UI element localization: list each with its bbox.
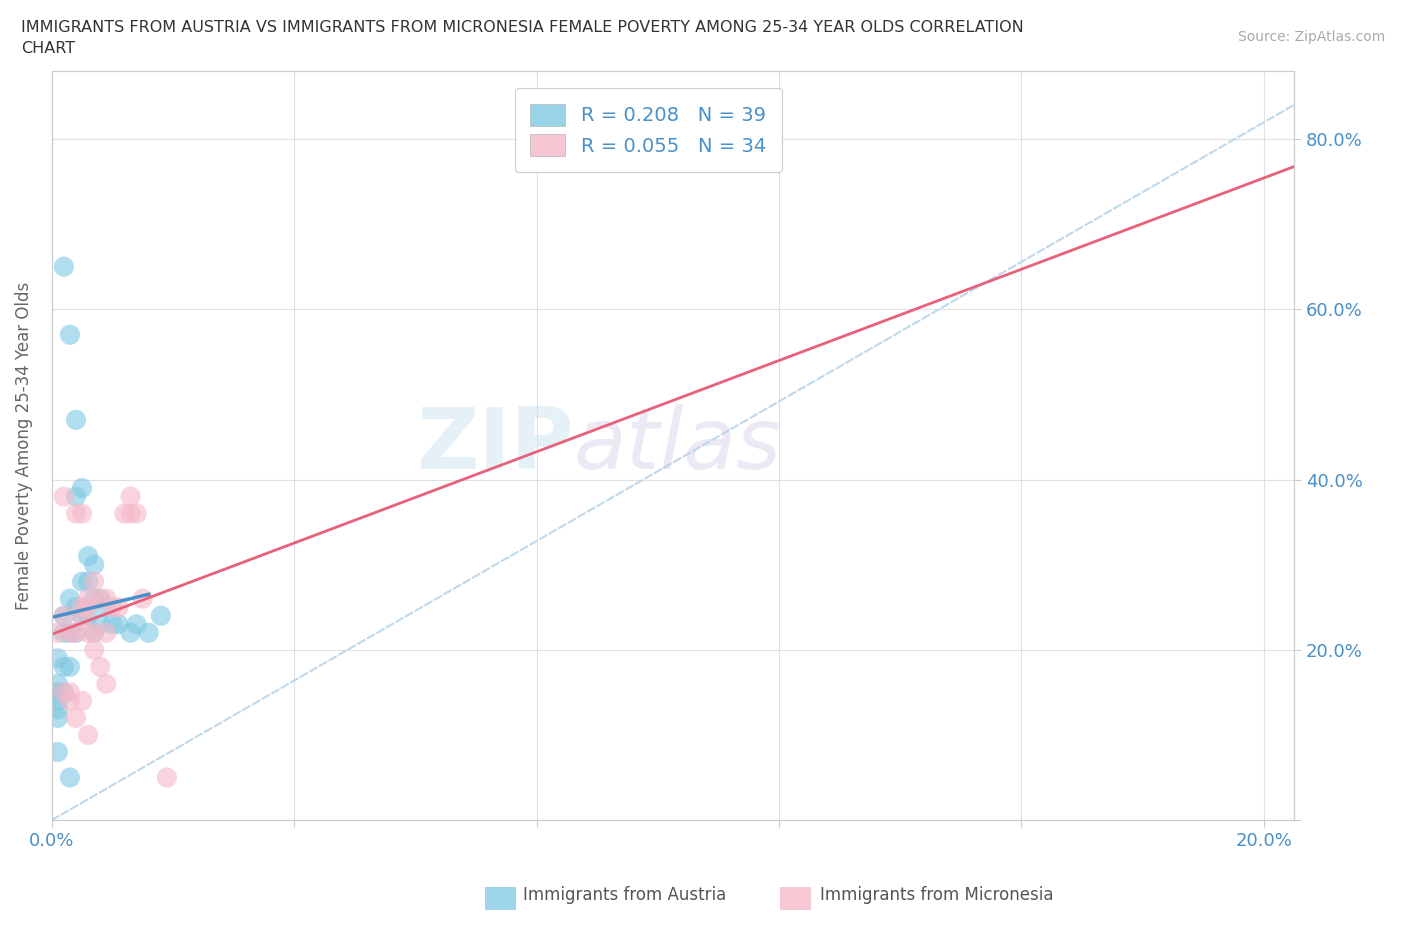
Point — [52, 625, 75, 640]
Point — [46, 625, 69, 640]
Point — [70, 608, 93, 623]
Point — [65, 413, 87, 428]
Point — [101, 600, 124, 615]
Point — [52, 659, 75, 674]
Point — [96, 591, 118, 606]
Point — [52, 608, 75, 623]
Point — [156, 770, 179, 785]
Point — [125, 506, 148, 521]
Point — [46, 684, 69, 699]
Point — [46, 651, 69, 666]
Point — [83, 574, 105, 589]
Point — [96, 600, 118, 615]
Point — [59, 625, 82, 640]
Point — [77, 608, 100, 623]
Point — [96, 625, 118, 640]
Point — [59, 659, 82, 674]
Point — [65, 625, 87, 640]
Point — [65, 625, 87, 640]
Point — [70, 600, 93, 615]
Point — [89, 591, 111, 606]
Point — [120, 489, 142, 504]
Point — [65, 600, 87, 615]
Point — [52, 684, 75, 699]
Point — [65, 506, 87, 521]
Point — [138, 625, 160, 640]
Text: IMMIGRANTS FROM AUSTRIA VS IMMIGRANTS FROM MICRONESIA FEMALE POVERTY AMONG 25-34: IMMIGRANTS FROM AUSTRIA VS IMMIGRANTS FR… — [21, 20, 1024, 35]
Y-axis label: Female Poverty Among 25-34 Year Olds: Female Poverty Among 25-34 Year Olds — [15, 281, 32, 609]
Point — [46, 676, 69, 691]
Point — [83, 625, 105, 640]
Point — [52, 608, 75, 623]
Legend: R = 0.208   N = 39, R = 0.055   N = 34: R = 0.208 N = 39, R = 0.055 N = 34 — [515, 88, 782, 172]
Point — [77, 600, 100, 615]
Text: atlas: atlas — [574, 404, 782, 487]
Point — [52, 259, 75, 274]
Text: Immigrants from Austria: Immigrants from Austria — [523, 885, 727, 904]
Text: CHART: CHART — [21, 41, 75, 56]
Point — [59, 625, 82, 640]
Point — [46, 694, 69, 709]
Point — [83, 625, 105, 640]
Point — [125, 617, 148, 631]
Point — [114, 506, 136, 521]
Point — [70, 608, 93, 623]
Point — [77, 574, 100, 589]
Point — [65, 489, 87, 504]
Point — [89, 659, 111, 674]
Point — [96, 676, 118, 691]
Point — [59, 684, 82, 699]
Point — [59, 694, 82, 709]
Point — [70, 481, 93, 496]
Point — [120, 625, 142, 640]
Point — [83, 557, 105, 572]
Point — [77, 727, 100, 742]
Point — [46, 711, 69, 725]
Point — [46, 702, 69, 717]
Point — [83, 643, 105, 658]
Point — [107, 617, 129, 631]
Text: Immigrants from Micronesia: Immigrants from Micronesia — [820, 885, 1053, 904]
Point — [107, 600, 129, 615]
Point — [101, 617, 124, 631]
Point — [59, 327, 82, 342]
Point — [83, 591, 105, 606]
Point — [77, 625, 100, 640]
Text: Source: ZipAtlas.com: Source: ZipAtlas.com — [1237, 30, 1385, 44]
Point — [70, 694, 93, 709]
Point — [65, 711, 87, 725]
Point — [89, 617, 111, 631]
Point — [70, 574, 93, 589]
Point — [59, 770, 82, 785]
Point — [52, 489, 75, 504]
Point — [52, 684, 75, 699]
Point — [131, 591, 153, 606]
Text: ZIP: ZIP — [416, 404, 574, 487]
Point — [77, 591, 100, 606]
Point — [46, 745, 69, 760]
Point — [120, 506, 142, 521]
Point — [70, 506, 93, 521]
Point — [149, 608, 172, 623]
Point — [89, 591, 111, 606]
Point — [77, 549, 100, 564]
Point — [59, 591, 82, 606]
